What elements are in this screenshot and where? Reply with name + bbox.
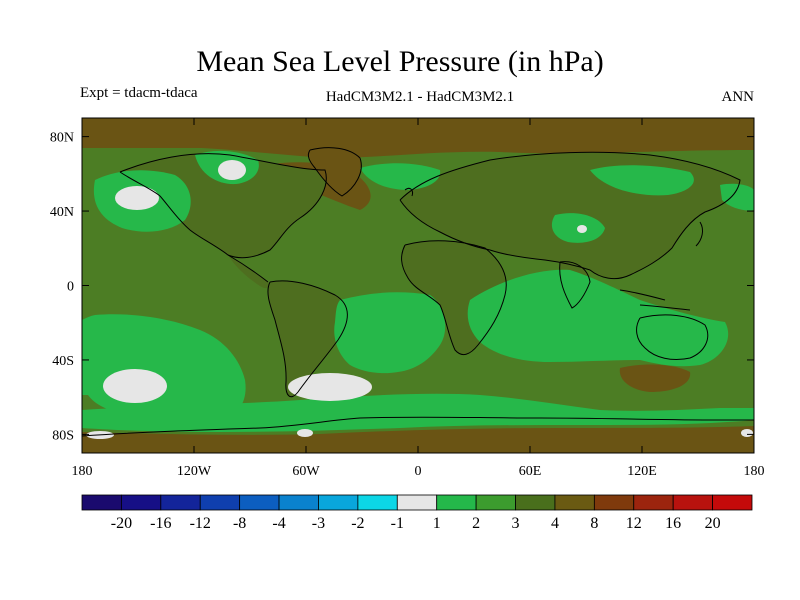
near-zero-regions — [86, 160, 753, 439]
near-zero-antarctic-center — [297, 429, 313, 437]
colorbar-swatch — [121, 494, 162, 511]
coast-antarctica — [82, 416, 754, 437]
green-indian-ocean — [467, 269, 729, 367]
coast-eurasia — [399, 151, 741, 280]
near-zero-asia-small — [577, 225, 587, 233]
near-zero-north-pacific — [115, 186, 159, 210]
colorbar-swatch — [396, 494, 438, 511]
colorbar-swatch — [278, 494, 319, 511]
greenland-land — [308, 147, 362, 196]
colorbar-swatch — [81, 494, 122, 511]
lon-tick-label: 60W — [292, 464, 320, 479]
colorbar-label: -2 — [351, 515, 364, 532]
brown-south-indian-patch — [619, 364, 691, 392]
colorbar-label: 4 — [551, 515, 559, 532]
coast-india — [559, 261, 591, 309]
map-field — [82, 118, 754, 453]
lon-tick-label: 120W — [177, 464, 212, 479]
season-label: ANN — [721, 89, 755, 105]
lat-tick-label: 40S — [52, 354, 74, 369]
near-zero-south-pacific — [103, 369, 167, 403]
colorbar-swatch — [160, 494, 201, 511]
near-zero-antarctic-east — [741, 429, 753, 437]
colorbar-swatch — [593, 494, 635, 511]
colorbar-label: -12 — [190, 515, 211, 532]
lat-tick-label: 40N — [50, 205, 74, 220]
colorbar-swatch — [357, 494, 398, 511]
lat-tick-label: 80N — [50, 131, 74, 146]
map-title: Mean Sea Level Pressure (in hPa) — [196, 45, 604, 78]
colorbar-swatch — [475, 494, 516, 511]
coast-central-america — [227, 254, 269, 283]
colorbar-label: 20 — [705, 515, 721, 532]
lon-tick-label: 180 — [72, 464, 93, 479]
colorbar-label: -20 — [111, 515, 132, 532]
south-america-land — [267, 280, 348, 397]
coastlines — [82, 147, 754, 437]
near-zero-drake-passage — [288, 373, 372, 401]
green-south-atlantic — [334, 292, 446, 374]
green-east-atlantic — [720, 183, 754, 211]
colorbar-swatch — [199, 494, 241, 511]
colorbar-swatch — [318, 494, 359, 511]
colorbar-swatch — [633, 494, 674, 511]
lon-tick-label: 60E — [519, 464, 542, 479]
colorbar-label: 8 — [590, 515, 598, 532]
green-southern-ocean-band — [82, 393, 754, 432]
latitude-axis: 80N 40N 0 40S 80S — [50, 131, 754, 443]
colorbar-swatch — [239, 494, 280, 511]
north-high-lat-region — [82, 118, 754, 158]
coast-uk — [404, 187, 413, 197]
coast-south-america — [267, 280, 348, 398]
green-north-asia — [590, 165, 694, 196]
colorbar-label: -8 — [233, 515, 246, 532]
experiment-label: Expt = tdacm-tdaca — [80, 85, 198, 101]
colorbar-swatch — [436, 494, 477, 511]
colorbar-label: 16 — [665, 515, 681, 532]
brown-antarctic-band — [82, 426, 754, 453]
colorbar-label: -1 — [391, 515, 404, 532]
colorbar-label: -16 — [150, 515, 171, 532]
lat-tick-label: 0 — [67, 280, 74, 295]
lon-tick-label: 180 — [744, 464, 765, 479]
coast-greenland — [307, 147, 362, 197]
lat-tick-label: 80S — [52, 428, 74, 443]
colorbar-label: -4 — [272, 515, 285, 532]
longitude-axis: 180 120W 60W 0 60E 120E 180 — [72, 118, 765, 479]
coast-indonesia — [619, 289, 691, 311]
coast-north-america — [119, 153, 327, 259]
colorbar-swatch — [554, 494, 595, 511]
coast-japan — [695, 221, 704, 247]
green-siberia — [360, 163, 441, 190]
colorbar-swatch — [712, 494, 753, 511]
central-america-land — [228, 255, 270, 289]
coast-africa — [401, 240, 507, 356]
colorbar: -20 -16 -12 -8 -4 -3 -2 -1 1 2 3 4 8 12 16 20 — [81, 494, 753, 532]
colorbar-swatch — [515, 494, 556, 511]
colorbar-swatch — [672, 494, 713, 511]
colorbar-label: 2 — [472, 515, 480, 532]
colorbar-label: 12 — [626, 515, 642, 532]
colorbar-label: -3 — [312, 515, 325, 532]
near-zero-canada — [218, 160, 246, 180]
coast-australia — [636, 314, 709, 361]
model-label: HadCM3M2.1 - HadCM3M2.1 — [325, 89, 515, 105]
colorbar-label: 1 — [433, 515, 441, 532]
colorbar-label: 3 — [512, 515, 520, 532]
lon-tick-label: 0 — [415, 464, 422, 479]
lon-tick-label: 120E — [627, 464, 657, 479]
